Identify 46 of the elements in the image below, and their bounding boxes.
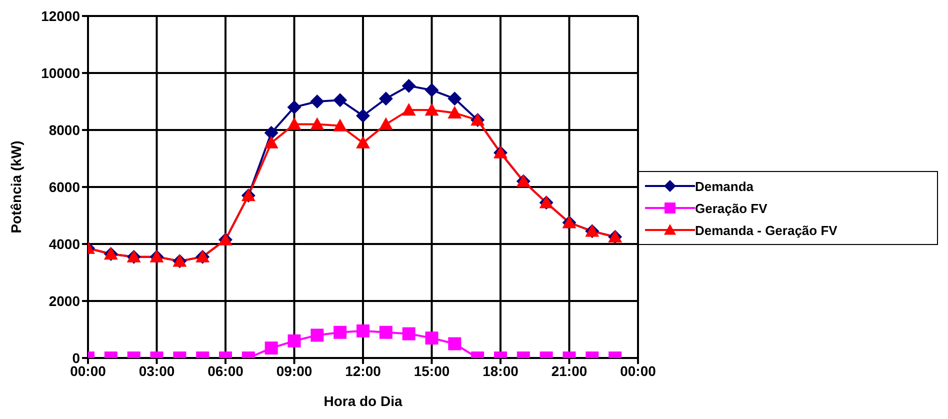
y-axis-title: Potência (kW) — [8, 140, 24, 234]
point — [333, 118, 348, 132]
legend-label: Demanda — [695, 178, 754, 194]
point — [264, 342, 278, 355]
point — [402, 78, 416, 93]
point — [310, 328, 324, 342]
y-tick-label: 10000 — [41, 64, 80, 81]
point — [310, 117, 324, 130]
point — [287, 117, 302, 130]
point — [264, 136, 278, 148]
point — [402, 327, 416, 340]
y-tick-label: 12000 — [41, 8, 80, 24]
point — [424, 83, 439, 98]
x-tick-label: 21:00 — [551, 362, 588, 379]
x-tick-label: 09:00 — [276, 362, 312, 379]
point — [334, 326, 347, 339]
y-tick-label: 6000 — [48, 178, 80, 195]
point — [448, 92, 462, 106]
legend-label: Demanda - Geração FV — [695, 222, 838, 238]
x-tick-label: 12:00 — [345, 362, 382, 379]
x-tick-label: 03:00 — [138, 362, 175, 379]
point — [356, 324, 370, 338]
point — [402, 103, 416, 116]
point — [424, 103, 439, 116]
point — [425, 332, 438, 345]
point — [378, 117, 393, 130]
x-tick-label: 15:00 — [414, 362, 450, 379]
point — [333, 93, 348, 108]
x-tick-label: 18:00 — [482, 362, 519, 379]
x-tick-label: 06:00 — [208, 362, 244, 379]
y-tick-label: 4000 — [48, 236, 80, 252]
point — [356, 108, 370, 123]
x-axis-title: Hora do Dia — [324, 393, 402, 409]
point — [448, 337, 462, 350]
legend-label: Geração FV — [695, 200, 768, 216]
point — [310, 94, 324, 108]
point — [356, 136, 370, 148]
y-tick-label: 2000 — [48, 292, 80, 309]
y-tick-label: 8000 — [48, 122, 80, 138]
x-tick-label: 00:00 — [620, 362, 656, 379]
point — [448, 106, 462, 118]
point — [288, 334, 301, 348]
point — [287, 100, 302, 114]
point — [264, 126, 278, 140]
point — [378, 92, 393, 106]
point — [379, 326, 392, 339]
